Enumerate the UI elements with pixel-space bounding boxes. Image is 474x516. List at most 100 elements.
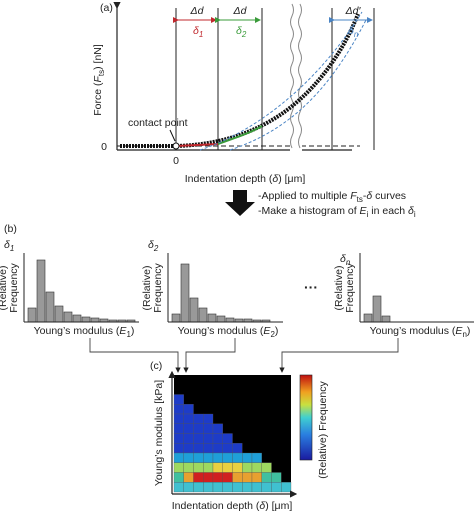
heatmap-cell (203, 433, 214, 444)
histogram-bar (216, 315, 226, 323)
histogram-bar (54, 305, 64, 323)
histogram-bar (63, 311, 73, 323)
heatmap-cell (222, 433, 233, 444)
delta-d: Δd (233, 5, 248, 17)
heatmap-cell (173, 443, 184, 454)
heatmap-cell (193, 443, 204, 454)
step-part: E (360, 205, 368, 217)
fit-n (229, 19, 367, 151)
ellipsis: ··· (304, 279, 318, 295)
delta: δ2 (148, 239, 159, 253)
histogram-bar (198, 307, 208, 323)
heatmap-cell (193, 472, 204, 483)
heatmap-cell (173, 472, 184, 483)
heatmap-cell (193, 433, 204, 444)
x-axis-label: Indentation depth (δ) [μm] (185, 173, 306, 185)
label-part: δ (259, 500, 265, 512)
heatmap-cell (212, 433, 223, 444)
heatmap-cell (173, 462, 184, 473)
y-tick-label: 0 (101, 141, 107, 153)
heatmap-cell (212, 443, 223, 454)
heatmap-cell (173, 433, 184, 444)
connector (279, 338, 399, 373)
histogram-bar (36, 259, 46, 323)
heatmap-cell (222, 452, 233, 463)
heatmap-cell (193, 452, 204, 463)
histogram-bar (381, 315, 391, 323)
step-part: i (414, 210, 416, 219)
label-part: Young’s modulus ( (178, 325, 264, 337)
heatmap-cell (173, 394, 184, 405)
heatmap-cell (251, 472, 262, 483)
delta-symbol: δ (348, 25, 354, 37)
panel-label: (a) (100, 2, 113, 14)
heatmap-cell (232, 482, 243, 493)
delta: δ1 (193, 25, 203, 39)
heatmap-cell (212, 462, 223, 473)
fit-2 (217, 125, 263, 145)
label-part: (Relative) (333, 266, 345, 311)
step-part: δ (408, 205, 414, 217)
y-axis-label: Young’s modulus [kPa] (153, 380, 165, 486)
delta-symbol: δ (148, 239, 154, 251)
label-part: F (92, 76, 104, 83)
heatmap-cell (173, 423, 184, 434)
connector (89, 338, 181, 373)
heatmap-cell (173, 482, 184, 493)
step-part: curves (372, 190, 406, 202)
histogram-bar (363, 313, 373, 323)
step-part: - (363, 190, 367, 202)
heatmap-cell (232, 452, 243, 463)
heatmap-cell (183, 472, 194, 483)
step-part: -Applied to multiple (258, 190, 350, 202)
heatmap-cell (183, 482, 194, 493)
heatmap-cell (183, 462, 194, 473)
delta-symbol: δ (340, 253, 346, 265)
heatmap-cell (203, 472, 214, 483)
heatmap-cell (183, 423, 194, 434)
y-axis-label: (Relative)Frequency (333, 262, 356, 312)
step-part: -Make a histogram of (258, 205, 360, 217)
heatmap-cell (193, 423, 204, 434)
histogram-bar (180, 263, 190, 323)
step-part: F (350, 190, 357, 202)
label-part: 2 (270, 330, 275, 339)
histogram-bar (171, 313, 181, 323)
histogram-bar (90, 317, 100, 323)
heatmap-cell (271, 482, 282, 493)
heatmap-cell (251, 462, 262, 473)
heatmap-cell (251, 452, 262, 463)
label-part: Indentation depth ( (185, 173, 273, 185)
step-part: δ (366, 190, 372, 202)
axis-break (290, 3, 302, 149)
label-part: E (455, 325, 463, 337)
delta-sub: 1 (199, 30, 203, 39)
panel-label: (b) (4, 223, 17, 235)
heatmap-cell (242, 452, 253, 463)
delta-sub: n (354, 30, 359, 39)
histogram-bar (207, 313, 217, 323)
heatmap-cell (242, 462, 253, 473)
heatmap-cell (193, 413, 204, 424)
heatmap-cell (242, 482, 253, 493)
heatmap-cell (271, 472, 282, 483)
step-part: in each (368, 205, 408, 217)
heatmap-cell (212, 472, 223, 483)
label-part: n (462, 330, 466, 339)
heatmap-cell (232, 443, 243, 454)
delta-sub: 2 (241, 30, 247, 39)
label-part: δ (272, 173, 278, 185)
heatmap-cell (183, 433, 194, 444)
label-part: Indentation depth ( (172, 500, 260, 512)
label-part: ) (467, 325, 471, 337)
g-shape (175, 8, 375, 150)
label-part: (Relative) (141, 266, 153, 311)
delta-d: Δd (190, 5, 205, 17)
g-shape (173, 375, 292, 493)
delta: δn (348, 25, 359, 39)
heatmap-cell (183, 452, 194, 463)
g-shape (89, 338, 399, 373)
heatmap-cell (203, 462, 214, 473)
delta: δn (340, 253, 351, 267)
label-part: 1 (126, 330, 131, 339)
